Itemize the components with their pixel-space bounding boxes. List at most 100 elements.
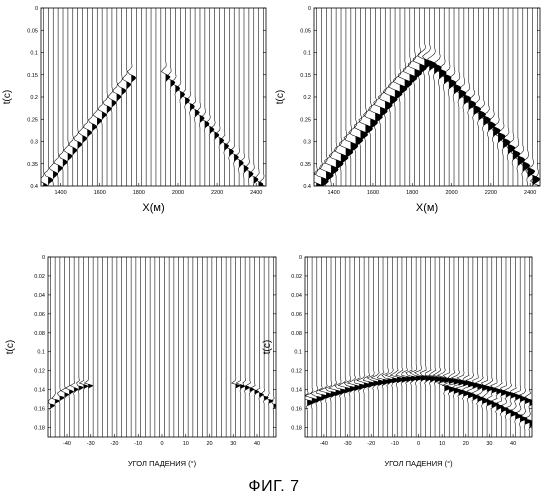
trace <box>84 257 92 437</box>
axes-frame <box>305 257 532 437</box>
x-tick-label: 10 <box>439 441 445 447</box>
traces <box>310 8 545 195</box>
x-tick-label: -40 <box>320 441 328 447</box>
y-tick-label: 0.1 <box>37 350 45 356</box>
y-tick-label: 0.4 <box>303 184 311 190</box>
y-tick-label: 0.16 <box>34 407 45 413</box>
trace-event <box>84 385 88 389</box>
trace <box>166 8 174 186</box>
trace <box>335 257 348 437</box>
trace-event <box>180 91 184 98</box>
trace <box>348 257 361 437</box>
trace <box>103 8 111 186</box>
trace <box>127 8 135 186</box>
trace <box>61 257 67 437</box>
trace <box>260 8 265 186</box>
trace-event <box>88 384 92 388</box>
trace-event <box>69 390 73 394</box>
trace-event <box>264 186 268 193</box>
y-axis-label: t(c) <box>262 340 273 354</box>
trace <box>406 257 418 437</box>
trace-event <box>48 177 52 184</box>
trace <box>74 8 82 186</box>
trace-event <box>78 141 82 148</box>
trace <box>70 257 76 437</box>
trace-event <box>112 100 116 107</box>
trace <box>122 8 130 186</box>
traces <box>48 257 278 437</box>
x-tick-label: -10 <box>391 441 399 447</box>
trace <box>371 257 384 437</box>
y-tick-label: 0.12 <box>34 369 45 375</box>
trace-event <box>117 94 121 101</box>
trace <box>77 257 83 437</box>
x-tick-label: 40 <box>254 441 260 447</box>
trace <box>196 8 204 186</box>
trace <box>326 257 338 437</box>
trace-event <box>55 399 59 403</box>
x-axis-label: УГОЛ ПАДЕНИЯ (°) <box>384 459 453 468</box>
trace-event <box>530 421 537 426</box>
trace <box>456 257 471 437</box>
trace <box>108 8 116 186</box>
y-tick-label: 0 <box>42 255 45 261</box>
x-tick-label: 40 <box>510 441 516 447</box>
trace <box>246 257 252 437</box>
x-tick-label: -10 <box>134 441 142 447</box>
trace <box>48 257 54 437</box>
trace <box>310 8 323 186</box>
y-tick-label: 0.06 <box>291 312 302 318</box>
x-tick-label: 1800 <box>133 190 145 196</box>
y-tick-label: 0.35 <box>300 162 311 168</box>
trace <box>161 8 170 186</box>
trace-event <box>65 393 69 397</box>
trace <box>54 8 62 186</box>
trace <box>367 257 380 437</box>
y-tick-label: 0.18 <box>34 426 45 432</box>
trace <box>414 257 427 437</box>
x-tick-label: 30 <box>486 441 492 447</box>
x-tick-label: 2400 <box>250 190 262 196</box>
trace <box>377 257 388 437</box>
y-tick-label: 0.25 <box>27 117 38 123</box>
trace <box>98 8 106 186</box>
x-tick-label: -20 <box>111 441 119 447</box>
trace <box>93 8 101 186</box>
trace <box>254 8 262 186</box>
trace <box>363 257 374 437</box>
trace-event <box>83 135 87 142</box>
traces <box>39 8 267 193</box>
trace-event <box>530 400 537 405</box>
trace <box>311 257 324 437</box>
trace <box>413 8 426 186</box>
trace <box>232 257 240 437</box>
trace-event <box>131 75 135 82</box>
trace <box>240 8 248 186</box>
y-tick-label: 0.2 <box>303 95 311 101</box>
y-tick-label: 0.05 <box>27 28 38 34</box>
y-tick-label: 0 <box>35 6 38 12</box>
trace <box>52 257 60 437</box>
x-tick-label: 2000 <box>172 190 184 196</box>
x-tick-label: 20 <box>463 441 469 447</box>
y-tick-label: 0.02 <box>34 274 45 280</box>
y-tick-label: 0.2 <box>30 95 38 101</box>
y-tick-label: 0.18 <box>291 426 302 432</box>
traces <box>301 257 537 437</box>
x-tick-label: -40 <box>63 441 71 447</box>
trace <box>410 257 423 437</box>
trace <box>374 8 387 186</box>
y-tick-label: 0.08 <box>34 331 45 337</box>
trace-event <box>58 165 62 172</box>
trace <box>186 8 194 186</box>
trace <box>220 8 228 186</box>
trace-event <box>97 118 101 125</box>
trace-event <box>73 147 77 154</box>
trace-event <box>102 112 106 119</box>
trace <box>69 8 77 186</box>
trace <box>84 8 92 186</box>
y-tick-label: 0.25 <box>300 117 311 123</box>
trace <box>250 8 258 186</box>
y-tick-label: 0.1 <box>30 51 38 57</box>
x-tick-label: 1400 <box>54 190 66 196</box>
